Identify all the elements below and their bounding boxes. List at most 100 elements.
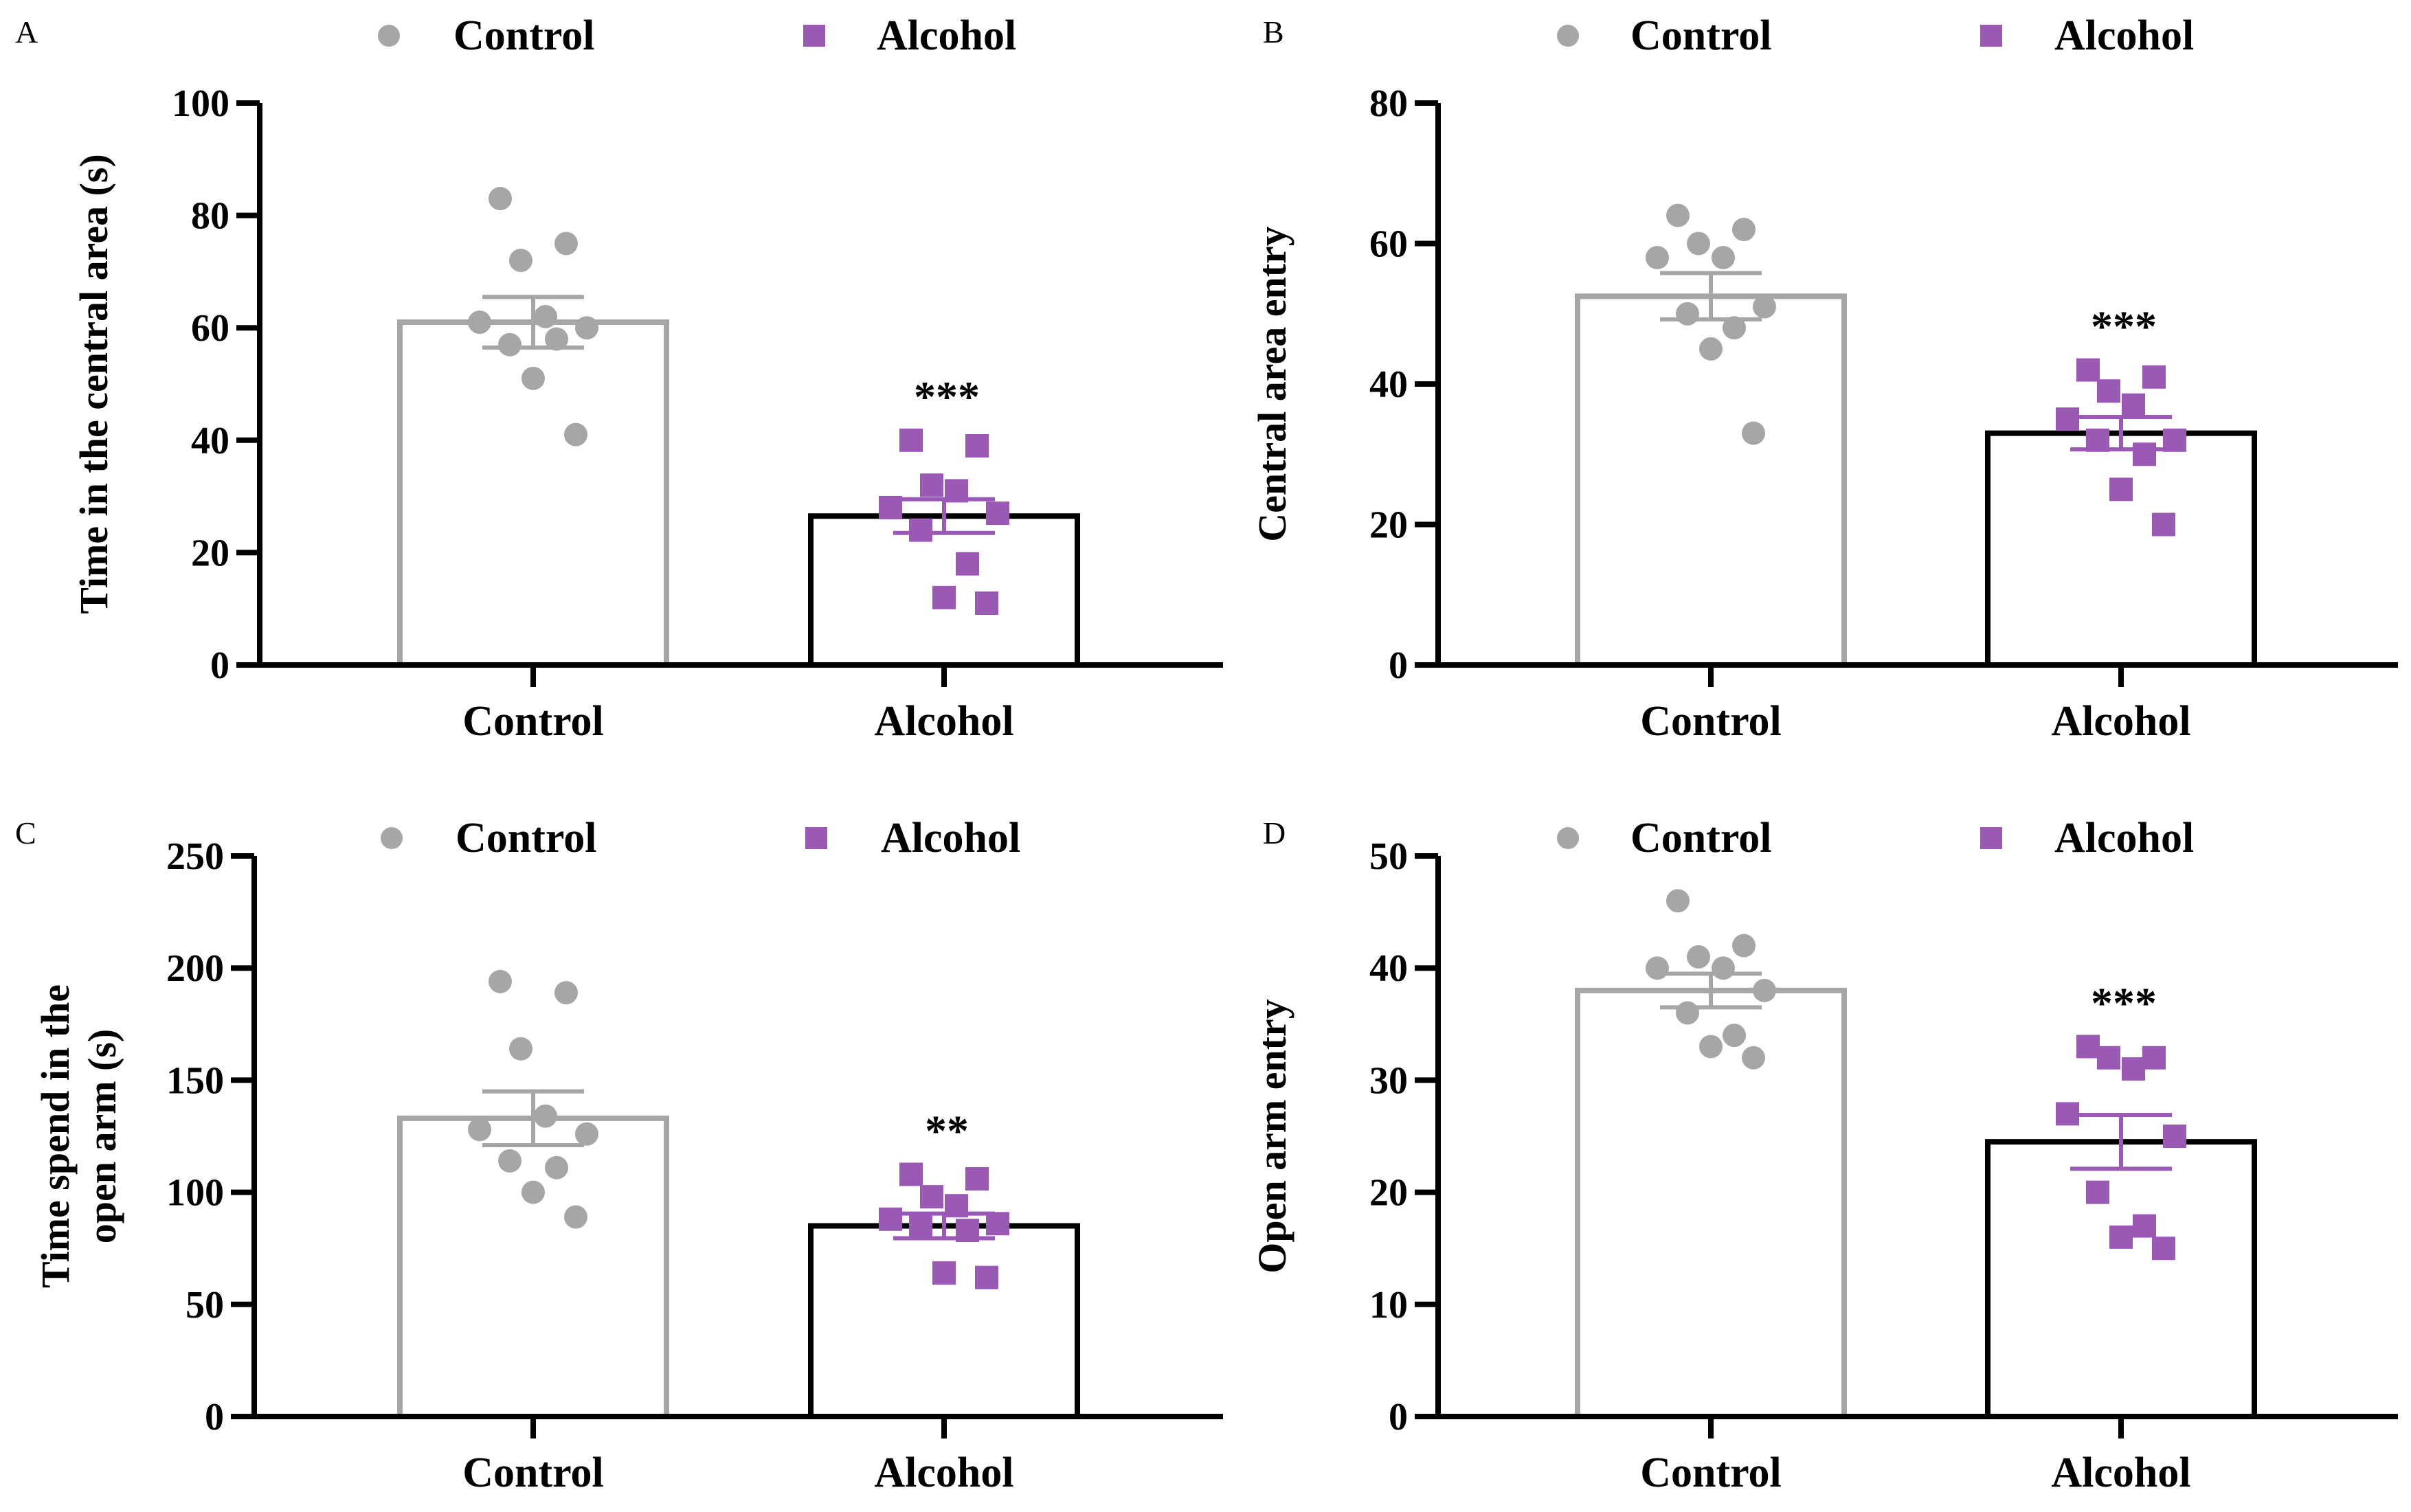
data-point-control [534,1104,557,1128]
data-point-alcohol [975,591,998,616]
y-axis-label: Time spend in the [33,984,78,1288]
data-point-control [564,1205,587,1229]
y-tick-label: 40 [1369,363,1408,406]
data-point-control [1732,218,1756,242]
data-point-control [1676,1001,1699,1025]
bar-alcohol [1985,430,2257,665]
y-tick-label: 0 [210,644,229,687]
data-point-control [498,332,522,357]
panel-letter: B [1263,14,1284,49]
x-category-label: Alcohol [874,698,1013,745]
panel-letter: A [15,14,38,49]
data-point-alcohol [932,585,956,609]
data-point-alcohol [2142,365,2166,389]
data-point-control [1646,956,1669,980]
significance-marker: *** [914,372,980,421]
data-point-control [1699,1035,1723,1059]
data-point-alcohol [909,518,932,542]
data-point-control [1753,978,1776,1002]
data-point-alcohol [2109,1225,2133,1249]
data-point-control [545,327,568,351]
legend-control-label: Control [456,815,597,861]
data-point-alcohol [2133,442,2156,466]
panel-letter: C [15,815,36,850]
chart-panel-c: C Control Alcohol 0 50 100 150 200 250 Time spend… [15,815,1223,1496]
y-tick-label: 0 [1389,1396,1408,1438]
data-point-alcohol [909,1214,932,1238]
legend-alcohol-label: Alcohol [2054,12,2194,59]
y-tick-label: 50 [186,1284,224,1327]
data-point-alcohol [2122,393,2145,417]
bar-alcohol [1985,1139,2257,1417]
y-tick-label: 80 [191,195,229,238]
data-point-control [522,1180,545,1204]
y-tick-label: 80 [1369,82,1408,125]
data-point-control [1666,889,1690,913]
data-point-alcohol [2076,358,2100,382]
legend-alcohol-marker [1980,25,2002,47]
data-point-alcohol [2097,1046,2120,1070]
legend-alcohol-label: Alcohol [881,815,1020,861]
significance-marker: ** [925,1106,969,1155]
significance-marker: *** [2091,302,2157,351]
data-point-alcohol [986,1212,1009,1236]
y-tick-label: 100 [172,82,229,125]
data-point-control [509,1037,532,1061]
data-point-control [1732,934,1756,958]
data-point-alcohol [2122,1057,2145,1081]
chart-panel-a: A Control Alcohol 0 20 40 60 80 100 Time in the c… [15,12,1223,745]
legend-alcohol-label: Alcohol [2054,815,2194,861]
data-point-alcohol [986,501,1009,526]
y-axis-label: open arm (s) [80,1029,124,1244]
y-tick-label: 0 [205,1396,224,1438]
data-point-alcohol [965,433,989,458]
data-point-control [575,316,598,340]
legend-alcohol-marker [803,25,825,47]
data-point-alcohol [932,1261,956,1285]
y-tick-label: 50 [1369,835,1408,878]
data-point-alcohol [2133,1214,2156,1238]
data-point-control [1666,203,1690,227]
data-point-control [1723,316,1746,340]
y-tick-label: 40 [191,420,229,462]
y-tick-label: 0 [1389,644,1408,687]
data-point-alcohol [2152,1237,2175,1261]
data-point-alcohol [2109,477,2133,501]
y-tick-label: 10 [1369,1284,1408,1327]
data-point-control [1687,945,1710,969]
data-point-alcohol [899,428,923,452]
data-point-control [554,232,578,256]
y-axis-label: Open arm entry [1250,999,1294,1274]
data-point-control [575,1122,598,1146]
data-point-alcohol [2152,512,2175,537]
data-point-alcohol [2163,1125,2186,1148]
data-point-control [489,969,512,993]
legend-control-marker [1557,25,1579,47]
x-category-label: Alcohol [2051,1449,2190,1496]
data-point-control [522,366,545,390]
data-point-control [1742,1046,1765,1070]
y-axis-label: Time in the central area (s) [71,154,116,614]
panel-letter: D [1263,815,1286,850]
y-tick-label: 20 [191,532,229,574]
y-tick-label: 30 [1369,1059,1408,1102]
data-point-control [1712,956,1735,980]
data-point-control [498,1149,522,1173]
y-tick-label: 200 [166,947,224,990]
data-point-control [545,1155,568,1180]
data-point-alcohol [2056,407,2079,431]
data-point-alcohol [2086,1180,2109,1204]
data-point-control [1742,421,1765,445]
data-point-control [468,311,491,335]
legend-control-label: Control [1630,815,1772,861]
x-category-label: Control [462,1449,604,1496]
data-point-control [1699,337,1723,361]
data-point-alcohol [2076,1035,2100,1059]
data-point-alcohol [920,473,943,497]
data-point-control [1723,1024,1746,1048]
data-point-alcohol [899,1162,923,1186]
data-point-alcohol [956,552,979,576]
data-point-control [468,1118,491,1142]
significance-marker: *** [2091,978,2157,1027]
x-category-label: Control [462,698,604,745]
